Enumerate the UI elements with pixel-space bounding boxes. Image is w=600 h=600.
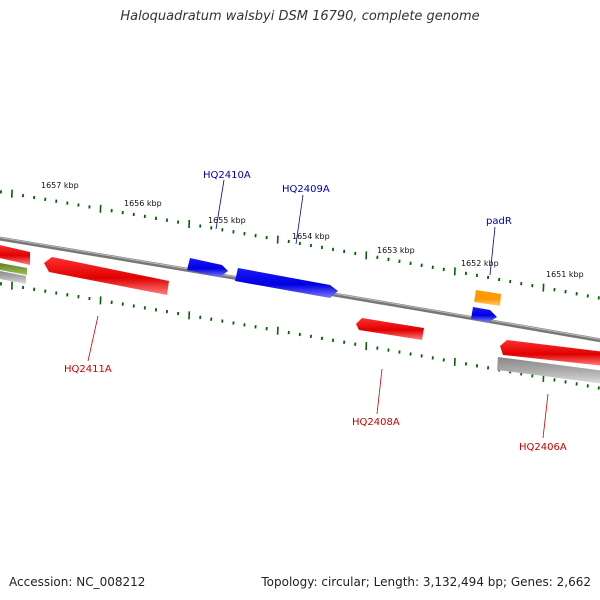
- gene-arrow-HQ2408A[interactable]: [356, 318, 424, 340]
- feature-orange-padR-region[interactable]: [474, 290, 501, 306]
- leader-HQ2410A: [215, 179, 225, 230]
- tick-label-1657: 1657 kbp: [41, 181, 79, 190]
- gene-label-padR[interactable]: padR: [486, 216, 512, 227]
- gene-label-HQ2409A[interactable]: HQ2409A: [282, 184, 330, 195]
- tick-label-1651: 1651 kbp: [546, 270, 584, 279]
- gene-label-HQ2408A[interactable]: HQ2408A: [352, 417, 400, 428]
- gene-arrow-HQ2406A[interactable]: [500, 340, 600, 366]
- gene-arrow-HQ2410A[interactable]: [187, 258, 228, 277]
- tick-row-inner: [0, 281, 600, 390]
- genome-summary-text: Topology: circular; Length: 3,132,494 bp…: [261, 575, 591, 589]
- map-title: Haloquadratum walsbyi DSM 16790, complet…: [120, 9, 480, 24]
- feature-left-edge-grey[interactable]: [0, 270, 26, 284]
- gene-label-HQ2410A[interactable]: HQ2410A: [203, 170, 251, 181]
- gene-arrow-HQ2409A[interactable]: [235, 268, 338, 298]
- tick-label-1653: 1653 kbp: [377, 246, 415, 255]
- accession-text: Accession: NC_008212: [9, 575, 146, 589]
- tick-label-1655: 1655 kbp: [208, 216, 246, 225]
- tick-label-1654: 1654 kbp: [292, 232, 330, 241]
- leader-HQ2406A: [542, 393, 549, 439]
- gene-arrow-padR[interactable]: [471, 307, 497, 322]
- leader-HQ2409A: [295, 194, 304, 245]
- gene-label-HQ2406A[interactable]: HQ2406A: [519, 442, 567, 453]
- tick-label-1656: 1656 kbp: [124, 199, 162, 208]
- leader-HQ2408A: [376, 368, 383, 415]
- tick-row-outer: [0, 189, 600, 300]
- leader-padR: [489, 226, 496, 276]
- leader-HQ2411A: [87, 315, 99, 362]
- gene-arrow-left-edge-red[interactable]: [0, 244, 30, 265]
- gene-label-HQ2411A[interactable]: HQ2411A: [64, 364, 112, 375]
- feature-grey-HQ2406A-region[interactable]: [497, 357, 600, 384]
- gene-arrow-HQ2411A[interactable]: [44, 257, 169, 295]
- tick-label-1652: 1652 kbp: [461, 259, 499, 268]
- feature-left-edge-green[interactable]: [0, 262, 27, 275]
